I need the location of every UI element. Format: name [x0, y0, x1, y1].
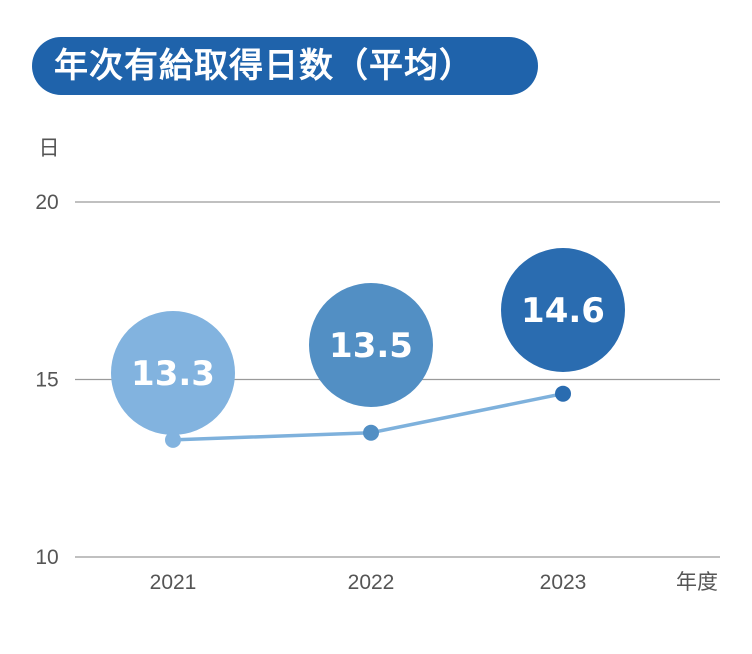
data-label: 13.3 — [131, 354, 215, 394]
chart-title-banner: 年次有給取得日数（平均） — [32, 37, 538, 95]
x-tick-label: 2021 — [150, 571, 197, 594]
x-tick-label: 2023 — [540, 571, 587, 594]
value-bubble — [501, 248, 625, 372]
y-tick-label: 10 — [35, 546, 58, 569]
chart-title: 年次有給取得日数（平均） — [54, 46, 474, 86]
value-bubble — [111, 311, 235, 435]
data-label: 14.6 — [521, 291, 605, 331]
x-tick-label: 2022 — [348, 571, 395, 594]
value-bubble — [309, 283, 433, 407]
y-axis-label: 日 — [39, 136, 60, 160]
data-point — [165, 431, 181, 448]
data-point — [363, 424, 379, 441]
y-tick-label: 20 — [35, 191, 58, 214]
data-label: 13.5 — [329, 326, 413, 366]
y-tick-label: 15 — [35, 369, 58, 392]
data-point — [555, 385, 571, 402]
x-axis-label: 年度 — [676, 570, 718, 594]
